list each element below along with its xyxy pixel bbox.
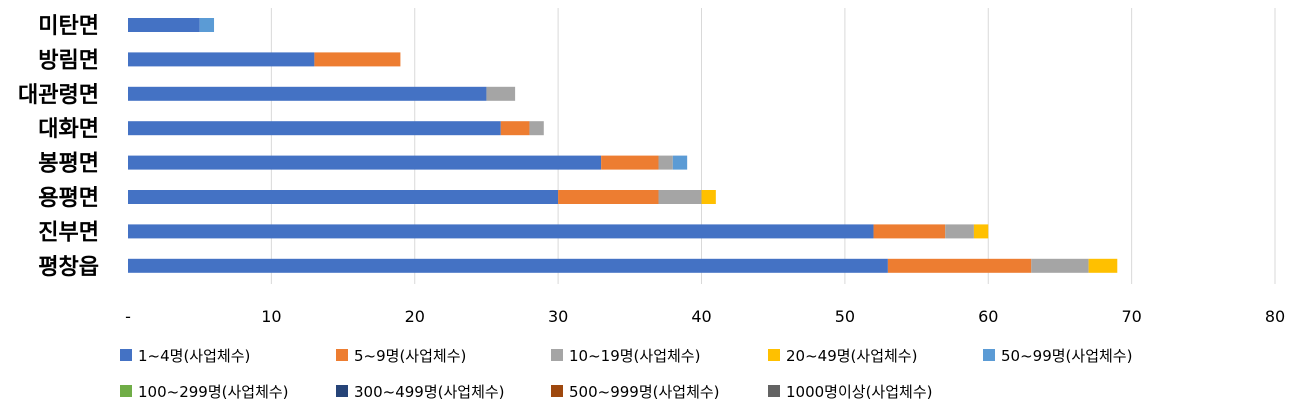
category-label: 용평면 bbox=[38, 186, 99, 211]
bar-segment bbox=[1088, 258, 1118, 273]
bar-segment bbox=[658, 190, 702, 204]
legend: 1~4명(사업체수) 5~9명(사업체수) 10~19명(사업체수) 20~49명(사… bbox=[120, 347, 1132, 401]
bar-segment bbox=[658, 155, 673, 170]
x-tick-label: - bbox=[125, 307, 131, 326]
x-tick-label: 20 bbox=[405, 307, 425, 326]
category-label: 봉평면 bbox=[38, 152, 99, 177]
legend-item: 500~999명(사업체수) bbox=[551, 383, 720, 401]
legend-swatch bbox=[336, 385, 348, 397]
legend-swatch bbox=[768, 385, 780, 397]
bar-segment bbox=[500, 121, 530, 136]
legend-item: 1~4명(사업체수) bbox=[120, 347, 250, 365]
bar-segment bbox=[973, 224, 989, 239]
bar-segment bbox=[314, 52, 401, 67]
x-tick-label: 30 bbox=[548, 307, 568, 326]
category-label: 방림면 bbox=[38, 48, 99, 73]
bar-segment bbox=[128, 155, 602, 170]
category-label: 평창읍 bbox=[38, 255, 99, 280]
bars bbox=[128, 18, 1118, 273]
legend-item: 5~9명(사업체수) bbox=[336, 347, 466, 365]
bar-segment bbox=[486, 86, 516, 101]
x-tick-label: 40 bbox=[691, 307, 711, 326]
x-tick-label: 60 bbox=[978, 307, 998, 326]
legend-item: 20~49명(사업체수) bbox=[768, 347, 917, 365]
bar-segment bbox=[199, 18, 215, 32]
legend-item: 1000명이상(사업체수) bbox=[768, 383, 932, 401]
bar-segment bbox=[887, 258, 1032, 273]
category-label: 대화면 bbox=[38, 117, 99, 142]
legend-swatch bbox=[120, 349, 132, 361]
bar-segment bbox=[558, 190, 659, 204]
bar-segment bbox=[873, 224, 946, 239]
x-tick-label: 10 bbox=[261, 307, 281, 326]
legend-item: 300~499명(사업체수) bbox=[336, 383, 505, 401]
bar-segment bbox=[601, 155, 659, 170]
bar-segment bbox=[128, 190, 559, 204]
legend-swatch bbox=[551, 349, 563, 361]
bar-segment bbox=[672, 155, 688, 170]
bar-segment bbox=[945, 224, 974, 239]
legend-label: 1~4명(사업체수) bbox=[138, 347, 250, 365]
legend-label: 300~499명(사업체수) bbox=[354, 383, 505, 401]
bar-segment bbox=[128, 121, 501, 136]
legend-swatch bbox=[768, 349, 780, 361]
x-tick-label: 50 bbox=[835, 307, 855, 326]
legend-label: 500~999명(사업체수) bbox=[569, 383, 720, 401]
legend-label: 100~299명(사업체수) bbox=[138, 383, 289, 401]
bar-segment bbox=[128, 86, 487, 101]
category-label: 진부면 bbox=[38, 220, 99, 245]
bar-segment bbox=[701, 190, 716, 204]
legend-swatch bbox=[120, 385, 132, 397]
legend-label: 5~9명(사업체수) bbox=[354, 347, 466, 365]
legend-label: 10~19명(사업체수) bbox=[569, 347, 700, 365]
bar-segment bbox=[1031, 258, 1089, 273]
x-axis-tick-labels: - 10 20 30 40 50 60 70 80 bbox=[125, 307, 1285, 326]
legend-label: 20~49명(사업체수) bbox=[786, 347, 917, 365]
x-tick-label: 70 bbox=[1121, 307, 1141, 326]
bar-segment bbox=[128, 224, 874, 239]
gridlines bbox=[270, 8, 1276, 284]
legend-item: 100~299명(사업체수) bbox=[120, 383, 289, 401]
legend-swatch bbox=[336, 349, 348, 361]
x-tick-label: 80 bbox=[1265, 307, 1285, 326]
bar-segment bbox=[128, 18, 200, 32]
legend-item: 50~99명(사업체수) bbox=[983, 347, 1132, 365]
legend-label: 50~99명(사업체수) bbox=[1001, 347, 1132, 365]
bar-segment bbox=[128, 52, 315, 67]
legend-label: 1000명이상(사업체수) bbox=[786, 383, 932, 401]
legend-item: 10~19명(사업체수) bbox=[551, 347, 700, 365]
category-label: 대관령면 bbox=[18, 83, 99, 108]
category-label: 미탄면 bbox=[38, 14, 99, 39]
bar-segment bbox=[128, 258, 888, 273]
legend-swatch bbox=[983, 349, 995, 361]
bar-segment bbox=[529, 121, 544, 136]
legend-swatch bbox=[551, 385, 563, 397]
